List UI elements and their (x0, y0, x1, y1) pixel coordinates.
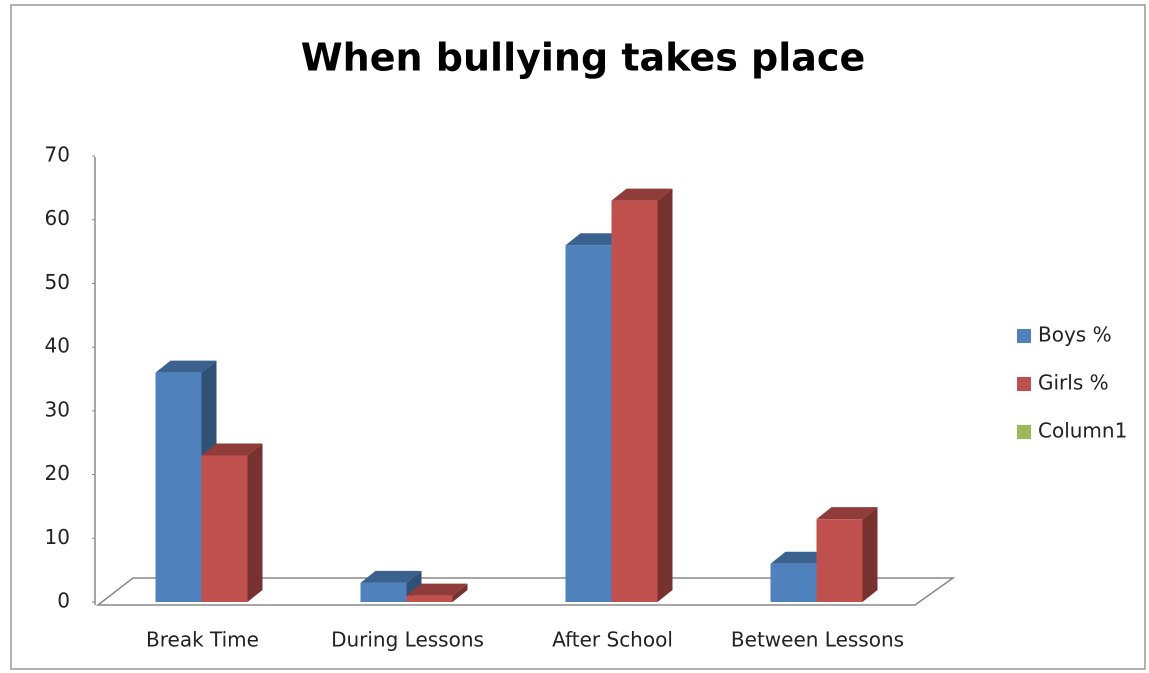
chart-title: When bullying takes place (301, 36, 865, 80)
y-tick-label: 60 (45, 206, 70, 230)
bar-top (611, 188, 673, 201)
y-tick-label: 20 (45, 461, 70, 485)
bar (406, 583, 468, 602)
y-tick-label: 50 (45, 270, 70, 294)
bar-front (201, 455, 248, 602)
y-tick-label: 70 (45, 143, 70, 167)
bar-top (155, 360, 217, 373)
bar-front (155, 372, 202, 602)
x-tick-label: After School (552, 628, 673, 652)
legend-swatch (1017, 377, 1031, 391)
legend-label: Boys % (1038, 323, 1112, 347)
bar-front (360, 582, 407, 602)
bar-front (406, 595, 453, 602)
bar-top (406, 583, 468, 596)
legend-swatch (1017, 425, 1031, 439)
bar (611, 188, 673, 602)
y-tick-label: 40 (45, 334, 70, 358)
bar-side (452, 583, 468, 602)
bar-top (770, 551, 832, 564)
bar-side (657, 188, 673, 602)
bar (201, 443, 263, 602)
bar-front (816, 519, 863, 602)
bar (816, 507, 878, 602)
legend-label: Girls % (1038, 371, 1109, 395)
y-tick-label: 10 (45, 525, 70, 549)
bar-top (360, 570, 422, 583)
bar-top (201, 443, 263, 456)
bar-side (247, 443, 263, 602)
bar-top (565, 233, 627, 246)
bar-front (565, 245, 612, 602)
x-tick-label: During Lessons (331, 628, 484, 652)
bar-front (611, 200, 658, 602)
x-tick-label: Break Time (146, 628, 259, 652)
y-tick-label: 30 (45, 397, 70, 421)
floor (95, 577, 956, 606)
bar-front (770, 563, 817, 602)
bar-top (816, 507, 878, 520)
legend-label: Column1 (1038, 419, 1127, 443)
x-tick-label: Between Lessons (731, 628, 904, 652)
bar-side (862, 507, 878, 602)
y-tick-label: 0 (57, 589, 70, 613)
legend-swatch (1017, 329, 1031, 343)
